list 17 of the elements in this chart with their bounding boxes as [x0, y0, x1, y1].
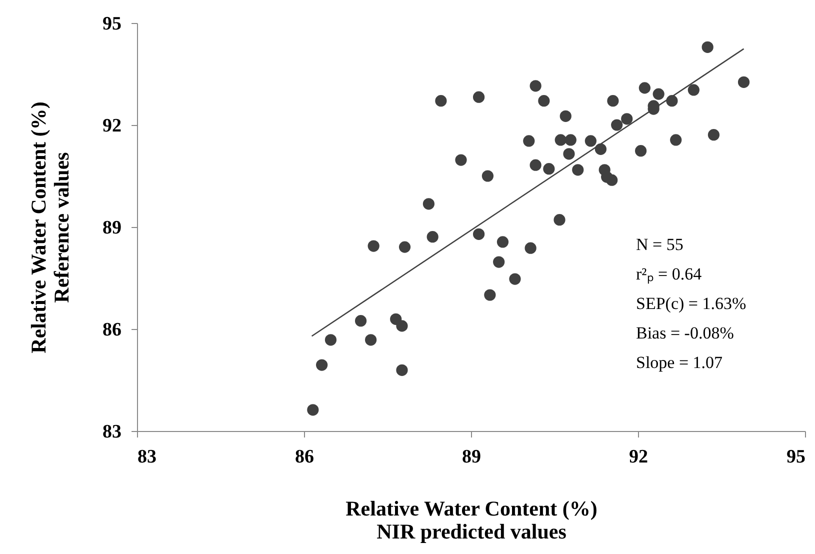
- y-tick-label: 89: [102, 218, 122, 238]
- x-tick-label: 89: [462, 446, 481, 468]
- y-axis-title: Relative Water Content (%) Reference values: [26, 102, 74, 354]
- y-tick-label: 83: [102, 422, 122, 442]
- x-axis-title: Relative Water Content (%) NIR predicted values: [346, 496, 598, 544]
- annotation: r²ₚ = 0.64: [636, 264, 702, 284]
- y-tick-label: 92: [102, 116, 122, 136]
- annotation: Bias = -0.08%: [636, 324, 734, 342]
- annotation: N = 55: [636, 235, 684, 254]
- x-tick-label: 92: [629, 446, 648, 468]
- x-tick-label: 86: [295, 446, 314, 468]
- x-tick-label: 95: [786, 446, 806, 468]
- y-tick-label: 95: [102, 14, 122, 34]
- annotation: SEP(c) = 1.63%: [636, 294, 746, 313]
- annotation: Slope = 1.07: [636, 353, 724, 372]
- y-tick-label: 86: [102, 320, 122, 340]
- x-tick-label: 83: [138, 446, 156, 468]
